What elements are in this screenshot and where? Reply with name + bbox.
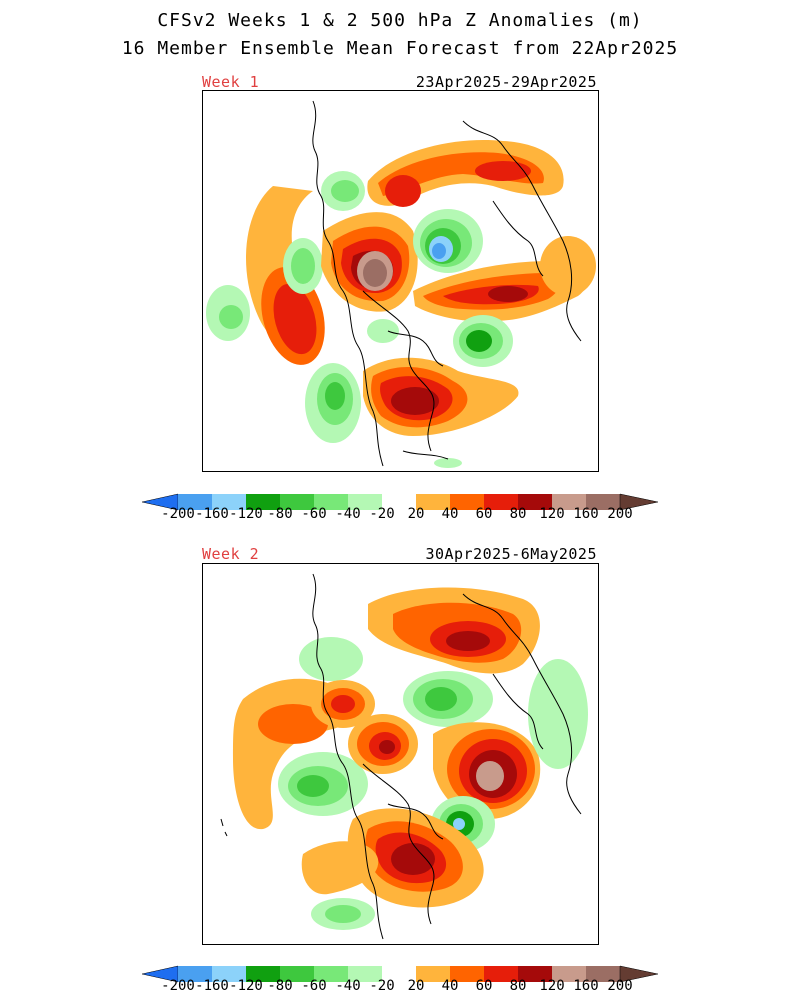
cb1-tick: 60 xyxy=(475,506,493,522)
cb2-tick: 200 xyxy=(607,978,633,994)
cb2-tick: -200 xyxy=(161,978,195,994)
cb2-tick: 160 xyxy=(573,978,599,994)
cb1-tick: 120 xyxy=(539,506,565,522)
cb2-tick: -120 xyxy=(229,978,263,994)
cb2-tick: 80 xyxy=(509,978,527,994)
cb2-tick: -20 xyxy=(369,978,395,994)
title-line-1: CFSv2 Weeks 1 & 2 500 hPa Z Anomalies (m… xyxy=(157,10,643,31)
cb1-tick: 20 xyxy=(407,506,425,522)
week-1-coastlines xyxy=(312,100,582,467)
week-1-map xyxy=(202,90,599,472)
cb1-tick: 160 xyxy=(573,506,599,522)
cb2-tick: 40 xyxy=(441,978,459,994)
week-2-label: Week 2 xyxy=(202,545,260,563)
cb2-tick: 20 xyxy=(407,978,425,994)
week-2-anomaly-fields xyxy=(233,587,588,930)
cb1-tick: 200 xyxy=(607,506,633,522)
cb1-tick: 40 xyxy=(441,506,459,522)
week-2-map xyxy=(202,563,599,945)
cb1-tick: 80 xyxy=(509,506,527,522)
title-line-2: 16 Member Ensemble Mean Forecast from 22… xyxy=(121,38,679,59)
cb1-tick: -200 xyxy=(161,506,195,522)
cb1-tick: -160 xyxy=(195,506,229,522)
week-1-label: Week 1 xyxy=(202,73,260,91)
cb2-tick: -40 xyxy=(335,978,361,994)
colorbar-week-2: -200 -160 -120 -80 -60 -40 -20 20 40 60 … xyxy=(142,965,658,1005)
colorbar-week-1: -200 -160 -120 -80 -60 -40 -20 20 40 60 … xyxy=(142,493,658,533)
cb2-tick: -80 xyxy=(267,978,293,994)
cb1-tick: -40 xyxy=(335,506,361,522)
cb2-tick: 120 xyxy=(539,978,565,994)
cb1-tick: -80 xyxy=(267,506,293,522)
week-2-date-range: 30Apr2025-6May2025 xyxy=(425,545,597,563)
cb2-tick: 60 xyxy=(475,978,493,994)
cb2-tick: -60 xyxy=(301,978,327,994)
week-2-coastlines xyxy=(220,573,582,940)
week-1-anomaly-fields xyxy=(206,140,596,468)
week-1-date-range: 23Apr2025-29Apr2025 xyxy=(415,73,597,91)
cb2-tick: -160 xyxy=(195,978,229,994)
cb1-tick: -20 xyxy=(369,506,395,522)
cb1-tick: -120 xyxy=(229,506,263,522)
cb1-tick: -60 xyxy=(301,506,327,522)
